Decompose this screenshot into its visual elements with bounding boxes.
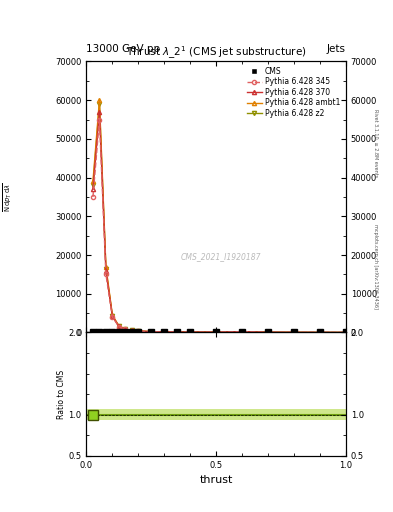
Text: Jets: Jets [327,44,346,54]
X-axis label: thrust: thrust [200,475,233,485]
Y-axis label: $\frac{1}{\mathrm{N}} \frac{\mathrm{d}^2N}{\mathrm{d}p_T\,\mathrm{d}\lambda}$: $\frac{1}{\mathrm{N}} \frac{\mathrm{d}^2… [0,182,13,212]
Text: mcplots.cern.ch [arXiv:1306.3436]: mcplots.cern.ch [arXiv:1306.3436] [373,224,378,309]
Text: 13000 GeV pp: 13000 GeV pp [86,44,161,54]
Text: Rivet 3.1.10, ≥ 2.8M events: Rivet 3.1.10, ≥ 2.8M events [373,109,378,178]
Y-axis label: Ratio to CMS: Ratio to CMS [57,370,66,419]
Bar [86,409,346,420]
Title: Thrust $\lambda\_2^1$ (CMS jet substructure): Thrust $\lambda\_2^1$ (CMS jet substruct… [126,45,307,61]
Text: CMS_2021_I1920187: CMS_2021_I1920187 [181,252,262,261]
Legend: CMS, Pythia 6.428 345, Pythia 6.428 370, Pythia 6.428 ambt1, Pythia 6.428 z2: CMS, Pythia 6.428 345, Pythia 6.428 370,… [245,65,342,119]
